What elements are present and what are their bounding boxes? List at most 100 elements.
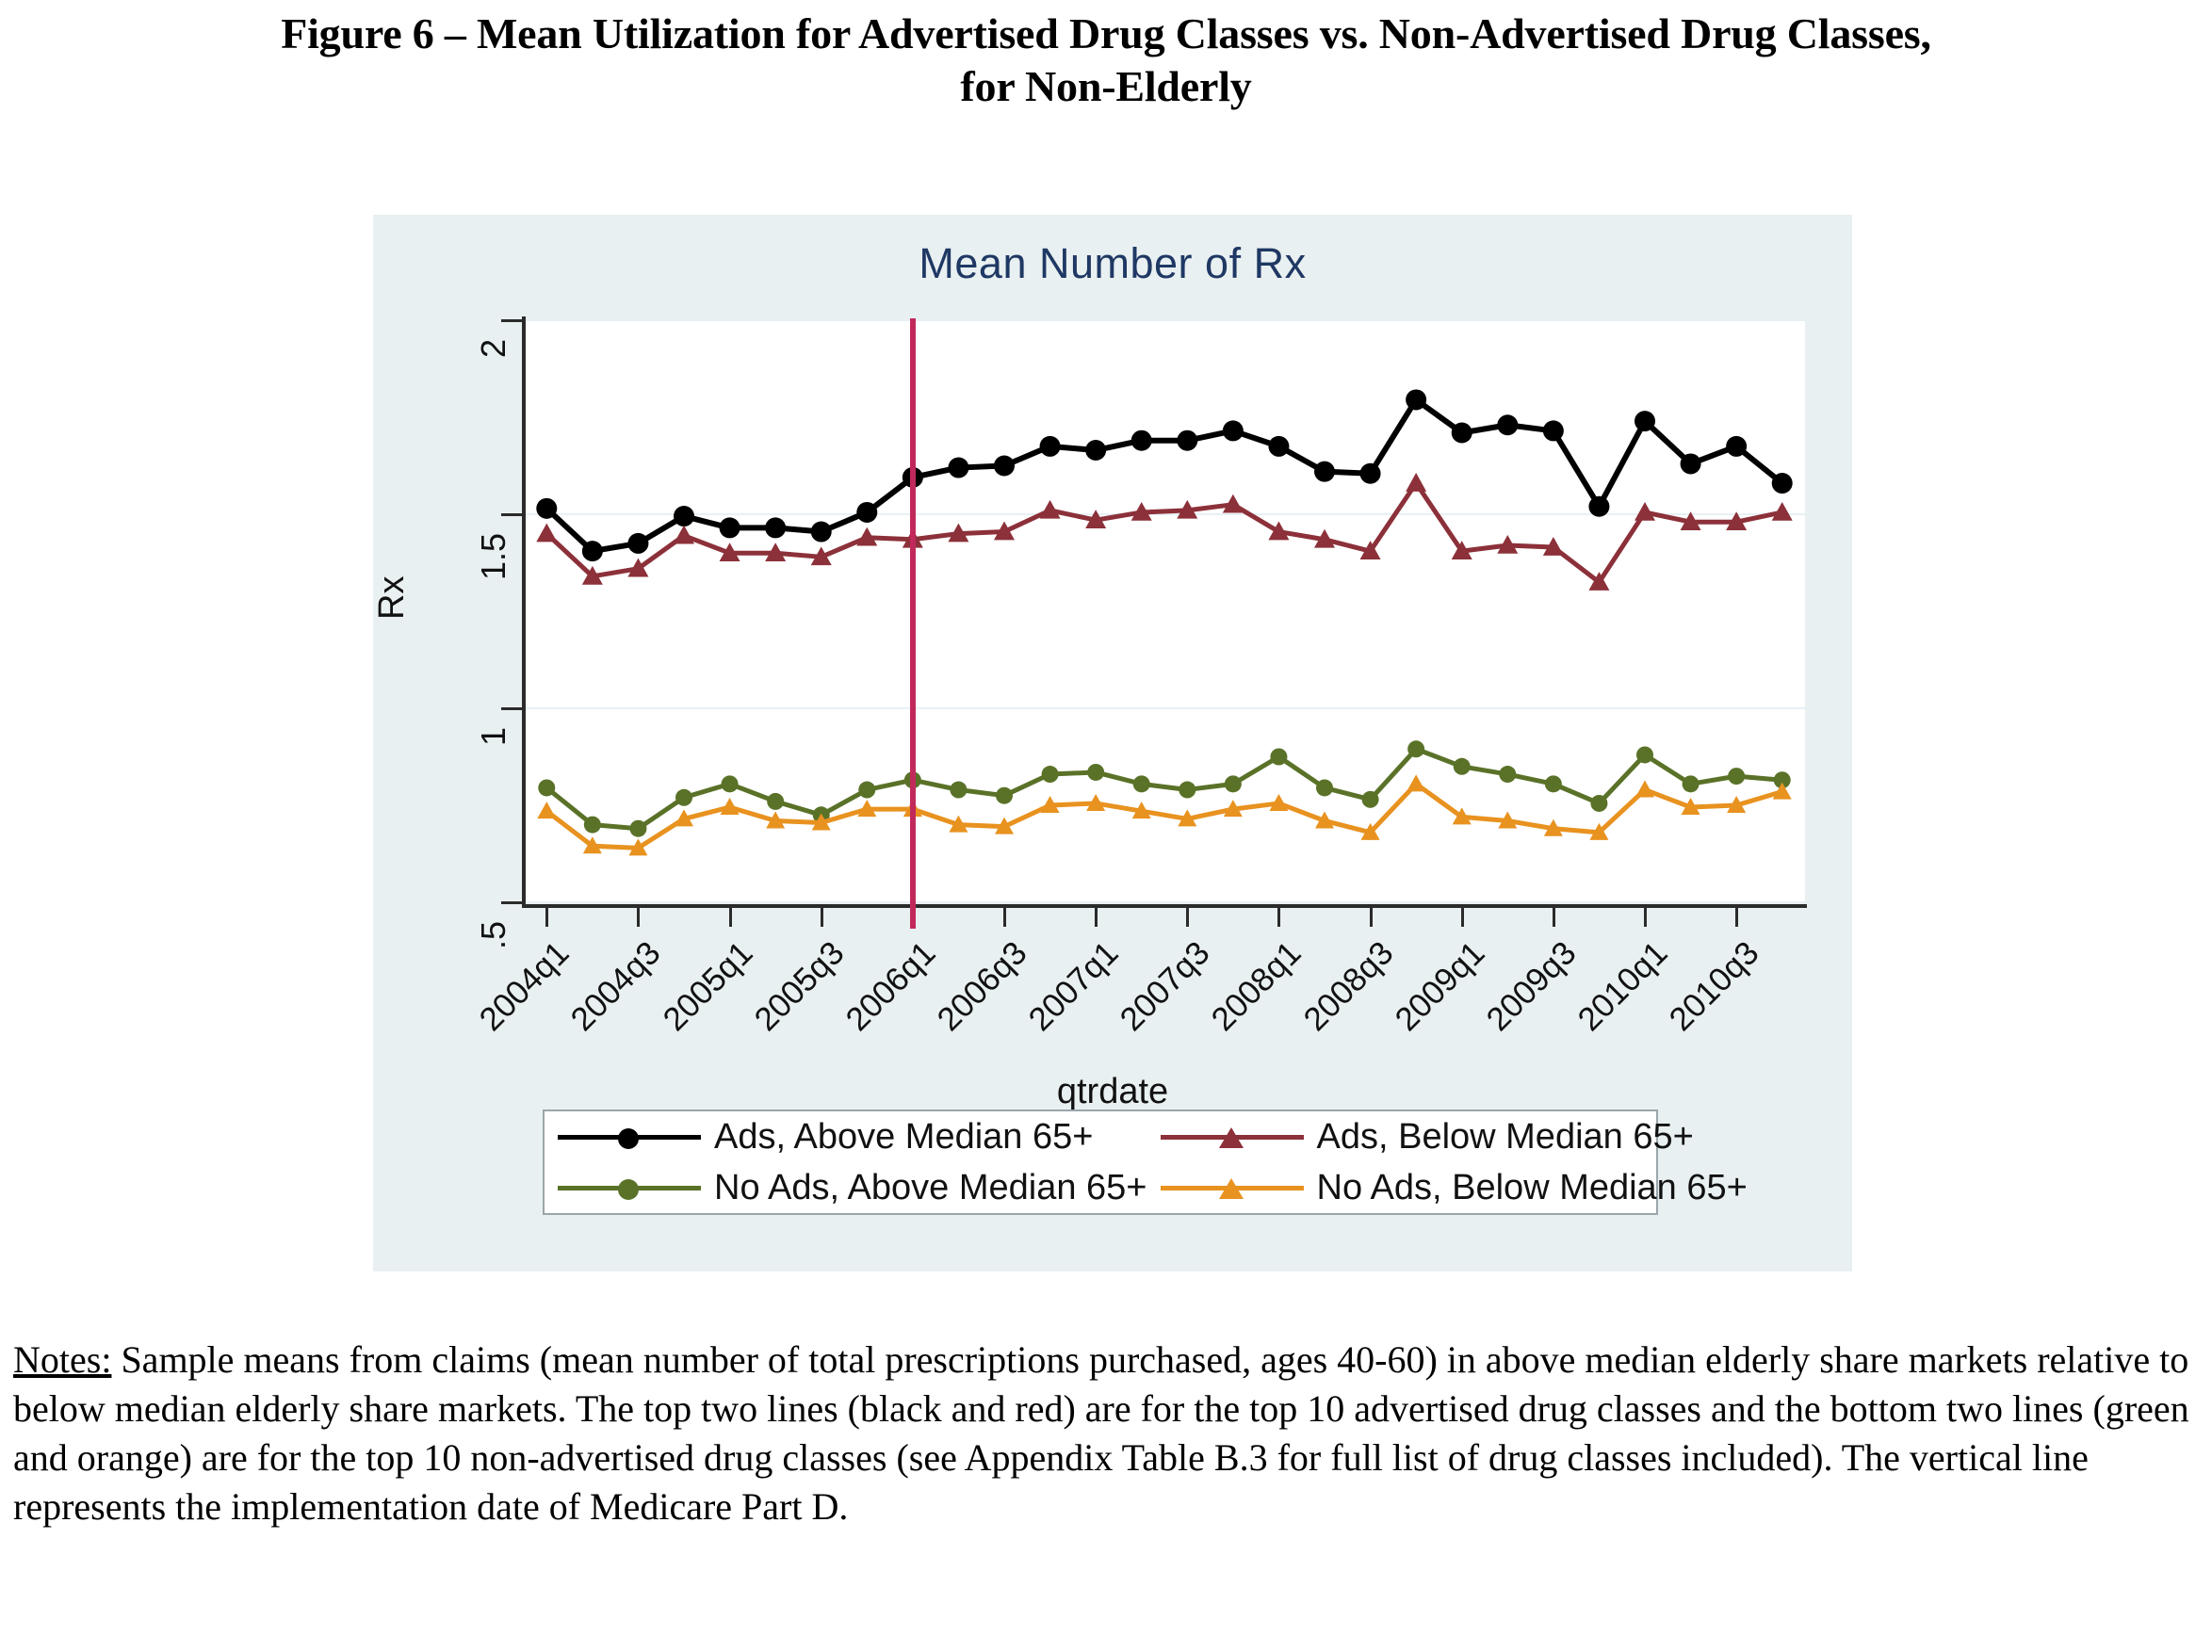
legend-item-ads-above[interactable]: Ads, Above Median 65+ — [545, 1117, 1147, 1158]
data-point — [1179, 781, 1196, 799]
x-tick — [545, 908, 549, 927]
data-point — [582, 836, 602, 854]
data-point — [627, 532, 649, 554]
notes-body: Sample means from claims (mean number of… — [13, 1338, 2189, 1528]
data-point — [1314, 461, 1335, 482]
x-tick — [1644, 908, 1647, 927]
data-point — [996, 786, 1013, 804]
data-point — [1087, 763, 1105, 781]
gridline — [524, 319, 1805, 321]
data-point — [1590, 794, 1608, 812]
data-point — [628, 838, 648, 856]
data-point — [1497, 534, 1519, 554]
data-point — [1406, 389, 1427, 411]
data-point — [1039, 499, 1061, 519]
data-point — [627, 558, 649, 577]
data-point — [581, 541, 603, 562]
legend-item-noads-below[interactable]: No Ads, Below Median 65+ — [1147, 1168, 1748, 1208]
data-point — [1589, 822, 1609, 840]
series-layer — [536, 389, 1793, 856]
y-axis-label: Rx — [372, 575, 412, 620]
series-line — [545, 397, 1784, 555]
data-point — [1726, 435, 1748, 457]
data-point — [1086, 793, 1106, 811]
data-point — [1040, 796, 1060, 813]
data-point — [674, 506, 694, 527]
x-tick — [820, 908, 823, 927]
gridline — [524, 901, 1805, 903]
x-tick — [1277, 908, 1281, 927]
data-point — [950, 781, 968, 799]
x-tick — [1369, 908, 1373, 927]
data-point — [720, 798, 740, 816]
x-tick — [1735, 908, 1739, 927]
data-point — [1451, 541, 1472, 559]
data-point — [719, 543, 740, 561]
data-point — [1680, 453, 1701, 475]
data-point — [719, 517, 740, 539]
y-tick-label: 1.5 — [474, 533, 512, 581]
data-point — [810, 521, 832, 543]
data-point — [1315, 811, 1334, 829]
data-point — [1132, 775, 1150, 793]
y-tick — [501, 707, 522, 710]
data-point — [1773, 771, 1791, 789]
data-point — [1635, 411, 1655, 432]
legend-label-ads-above: Ads, Above Median 65+ — [714, 1116, 1094, 1157]
data-point — [994, 521, 1015, 541]
data-point — [1406, 473, 1427, 492]
data-point — [675, 788, 692, 806]
data-point — [1543, 818, 1563, 836]
legend-label-noads-below: No Ads, Below Median 65+ — [1316, 1167, 1748, 1207]
legend-label-ads-below: Ads, Below Median 65+ — [1316, 1116, 1694, 1157]
data-point — [1728, 768, 1746, 786]
x-axis-label: qtrdate — [1056, 1072, 1169, 1111]
y-tick-label: .5 — [474, 921, 512, 950]
legend-label-noads-above: No Ads, Above Median 65+ — [714, 1167, 1147, 1207]
x-axis-line — [522, 904, 1807, 908]
data-point — [1039, 435, 1061, 457]
data-point — [1772, 782, 1792, 800]
data-point — [1085, 510, 1107, 528]
data-point — [1727, 796, 1747, 813]
gridline — [524, 513, 1805, 515]
data-point — [811, 813, 831, 831]
x-tick — [728, 908, 732, 927]
data-point — [536, 523, 558, 543]
series-line — [545, 781, 1783, 850]
data-point — [856, 526, 878, 546]
data-point — [994, 455, 1015, 477]
data-point — [1635, 501, 1655, 521]
data-point — [1314, 528, 1335, 548]
data-point — [1130, 429, 1152, 451]
figure-notes: Notes: Sample means from claims (mean nu… — [13, 1336, 2199, 1531]
y-axis-line — [522, 316, 526, 906]
legend-item-ads-below[interactable]: Ads, Below Median 65+ — [1147, 1117, 1748, 1158]
data-point — [1085, 440, 1107, 462]
legend-key-ads-below — [1160, 1126, 1304, 1148]
data-point — [721, 775, 739, 793]
data-point — [1635, 780, 1654, 798]
data-point — [1270, 748, 1288, 766]
data-point — [1359, 541, 1381, 559]
data-point — [1726, 511, 1748, 531]
data-point — [1224, 775, 1242, 793]
data-point — [675, 809, 693, 827]
x-tick — [1186, 908, 1190, 927]
legend-item-noads-above[interactable]: No Ads, Above Median 65+ — [545, 1168, 1147, 1208]
data-point — [536, 497, 558, 519]
data-point — [1131, 802, 1151, 819]
data-point — [1359, 462, 1381, 484]
data-point — [1588, 495, 1610, 517]
data-point — [1268, 435, 1290, 457]
data-point — [1178, 809, 1197, 827]
data-point — [1041, 766, 1059, 784]
data-point — [1316, 779, 1333, 797]
y-tick-label: 1 — [474, 727, 512, 747]
data-point — [948, 523, 969, 543]
data-point — [1636, 746, 1653, 764]
data-point — [948, 457, 969, 478]
data-point — [856, 501, 878, 523]
chart-legend: Ads, Above Median 65+ Ads, Below Median … — [543, 1109, 1748, 1215]
data-point — [765, 517, 787, 539]
